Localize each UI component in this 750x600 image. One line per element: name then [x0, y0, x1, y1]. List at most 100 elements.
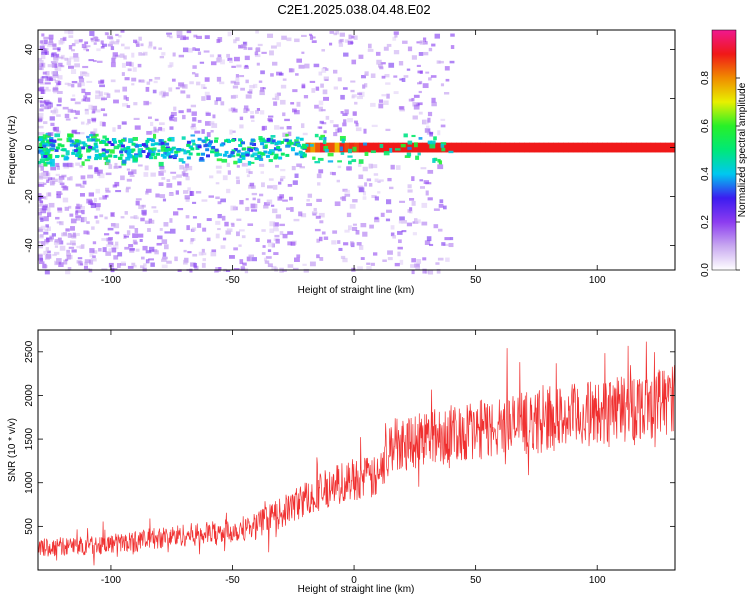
spectrogram-noise-cell	[262, 87, 266, 90]
spectrogram-band-cell	[402, 142, 409, 153]
spectrogram-noise-cell	[303, 95, 309, 99]
spectrogram-noise-cell	[70, 234, 77, 238]
spectrogram-noise-cell	[161, 239, 168, 245]
spectrogram-band-cell	[204, 143, 209, 147]
spectrogram-noise-cell	[252, 203, 258, 209]
spectrogram-noise-cell	[318, 169, 324, 174]
spectrogram-noise-cell	[38, 195, 42, 201]
spectrogram-band-cell	[49, 139, 54, 143]
spectrogram-noise-cell	[199, 61, 205, 64]
spectrogram-noise-cell	[180, 90, 186, 94]
spectrogram-noise-cell	[126, 178, 132, 182]
spectrogram-noise-cell	[284, 118, 290, 122]
spectrogram-band-cell	[101, 152, 106, 156]
spectrogram-noise-cell	[448, 242, 454, 248]
spectrogram-noise-cell	[337, 165, 342, 169]
spectrogram-noise-cell	[158, 182, 164, 187]
spectrogram-noise-cell	[183, 249, 187, 253]
spectrogram-noise-cell	[84, 108, 89, 111]
spectrogram-noise-cell	[56, 82, 61, 86]
spectrogram-noise-cell	[275, 164, 279, 168]
spectrogram-noise-cell	[323, 76, 329, 81]
spectrogram-noise-cell	[411, 269, 415, 275]
spectrogram-noise-cell	[85, 72, 90, 77]
spectrogram-noise-cell	[125, 61, 132, 66]
spectrogram-band-cell	[655, 142, 661, 153]
spectrogram-noise-cell	[225, 230, 232, 235]
spectrogram-noise-cell	[349, 204, 356, 209]
spectrogram-noise-cell	[189, 81, 194, 85]
spectrogram-noise-cell	[355, 230, 360, 235]
spectrogram-noise-cell	[122, 159, 127, 164]
spectrogram-noise-cell	[40, 217, 44, 222]
spectrogram-noise-cell	[424, 269, 430, 274]
spectrogram-noise-cell	[379, 66, 384, 70]
spectrogram-noise-cell	[314, 161, 321, 164]
spectrogram-noise-cell	[131, 169, 137, 175]
spectrogram-noise-cell	[195, 191, 202, 194]
spectrogram-noise-cell	[50, 78, 56, 81]
spectrogram-band-cell	[74, 149, 79, 153]
spectrogram-noise-cell	[210, 130, 214, 133]
spectrogram-band-cell	[461, 142, 467, 153]
spectrogram-noise-cell	[371, 124, 378, 128]
spectrogram-band-cell	[148, 156, 153, 160]
spectrogram-noise-cell	[103, 113, 108, 117]
spectrogram-noise-cell	[152, 133, 157, 139]
spectrogram-noise-cell	[294, 257, 300, 262]
spectrogram-noise-cell	[374, 217, 380, 223]
spectrogram-noise-cell	[52, 73, 59, 78]
spectrogram-noise-cell	[243, 108, 248, 114]
spectrogram-noise-cell	[77, 82, 82, 88]
spectrogram-noise-cell	[274, 93, 279, 98]
spectrogram-noise-cell	[189, 240, 194, 245]
spectrogram-noise-cell	[375, 51, 381, 56]
spectrogram-noise-cell	[71, 43, 76, 47]
spectrogram-noise-cell	[426, 125, 430, 128]
spectrogram-band-cell	[285, 153, 290, 157]
spectrogram-band-cell	[265, 154, 270, 158]
spectrogram-noise-cell	[47, 64, 53, 68]
spectrogram-noise-cell	[115, 190, 122, 193]
spectrogram-band-cell	[38, 138, 43, 142]
spectrogram-noise-cell	[169, 62, 174, 67]
spectrogram-noise-cell	[40, 76, 44, 82]
spectrogram-noise-cell	[133, 156, 139, 162]
spectrogram-band-cell	[291, 148, 296, 152]
spectrogram-noise-cell	[52, 253, 57, 257]
spectrogram-noise-cell	[333, 124, 339, 128]
spectrogram-band-cell	[188, 145, 193, 149]
spectrogram-noise-cell	[124, 246, 130, 250]
spectrogram-band-cell	[301, 143, 306, 147]
spectrogram-noise-cell	[158, 171, 164, 176]
spectrogram-noise-cell	[218, 267, 222, 270]
spectrogram-noise-cell	[367, 43, 372, 49]
spectrogram-band-cell	[224, 139, 229, 143]
spectrogram-band-cell	[358, 142, 365, 153]
spectrogram-noise-cell	[370, 73, 376, 78]
spectrogram-noise-cell	[102, 195, 107, 200]
spectrogram-noise-cell	[289, 68, 295, 73]
spectrogram-noise-cell	[74, 132, 81, 135]
spectrogram-band-cell	[144, 142, 149, 146]
spectrogram-noise-cell	[96, 60, 103, 63]
spectrogram-noise-cell	[89, 31, 95, 36]
spectrogram-noise-cell	[54, 260, 59, 266]
spectrogram-noise-cell	[357, 95, 363, 100]
spectrogram-noise-cell	[194, 73, 199, 78]
spectrogram-noise-cell	[417, 152, 421, 156]
spectrogram-noise-cell	[68, 65, 74, 69]
spectrogram-noise-cell	[63, 259, 68, 265]
spectrogram-band-cell	[45, 156, 50, 160]
spectrogram-band-cell	[94, 157, 99, 161]
spectrogram-noise-cell	[318, 136, 323, 141]
spectrogram-band-cell	[417, 142, 423, 153]
spectrogram-noise-cell	[139, 238, 143, 242]
spectrogram-noise-cell	[138, 52, 143, 56]
spectrogram-noise-cell	[46, 76, 52, 81]
spectrogram-noise-cell	[254, 51, 259, 56]
spectrogram-noise-cell	[50, 166, 57, 171]
spectrogram-noise-cell	[40, 142, 45, 147]
spectrogram-noise-cell	[441, 147, 446, 152]
spectrogram-noise-cell	[343, 119, 347, 123]
